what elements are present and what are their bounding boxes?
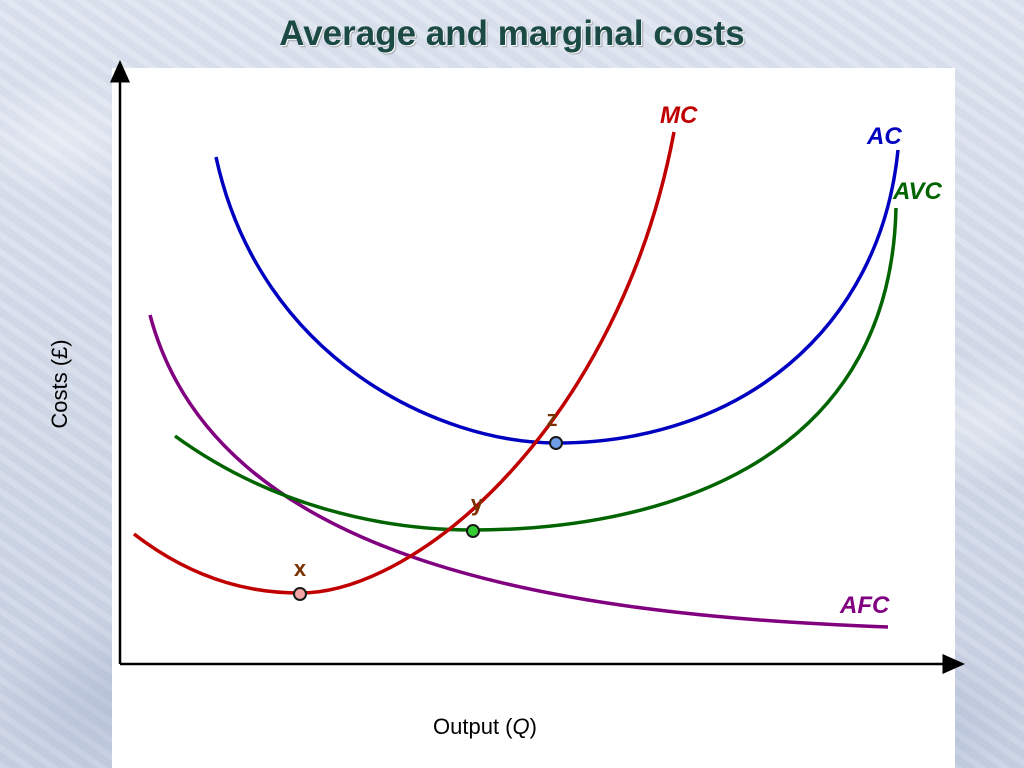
mc-curve bbox=[132, 131, 676, 595]
point-y-marker bbox=[466, 524, 480, 538]
avc-label: AVC bbox=[892, 178, 943, 205]
x-axis-label: Output (Q) bbox=[0, 714, 970, 740]
y-axis-label: Costs (£) bbox=[47, 339, 72, 429]
x-axis-label-prefix: Output ( bbox=[433, 714, 513, 739]
ac-curve bbox=[214, 149, 900, 445]
afc-curve bbox=[148, 314, 889, 629]
afc-label: AFC bbox=[839, 592, 890, 619]
avc-curve bbox=[173, 207, 898, 532]
ac-label: AC bbox=[866, 123, 902, 150]
point-z-marker bbox=[549, 436, 563, 450]
point-x-label: x bbox=[294, 556, 307, 581]
x-axis-label-suffix: ) bbox=[529, 714, 537, 739]
slide-title: Average and marginal costs bbox=[279, 14, 745, 53]
point-x-marker bbox=[293, 587, 307, 601]
point-y-label: y bbox=[471, 491, 484, 516]
mc-label: MC bbox=[660, 102, 698, 129]
x-axis-label-variable: Q bbox=[512, 714, 530, 739]
point-z-label: z bbox=[547, 406, 558, 431]
